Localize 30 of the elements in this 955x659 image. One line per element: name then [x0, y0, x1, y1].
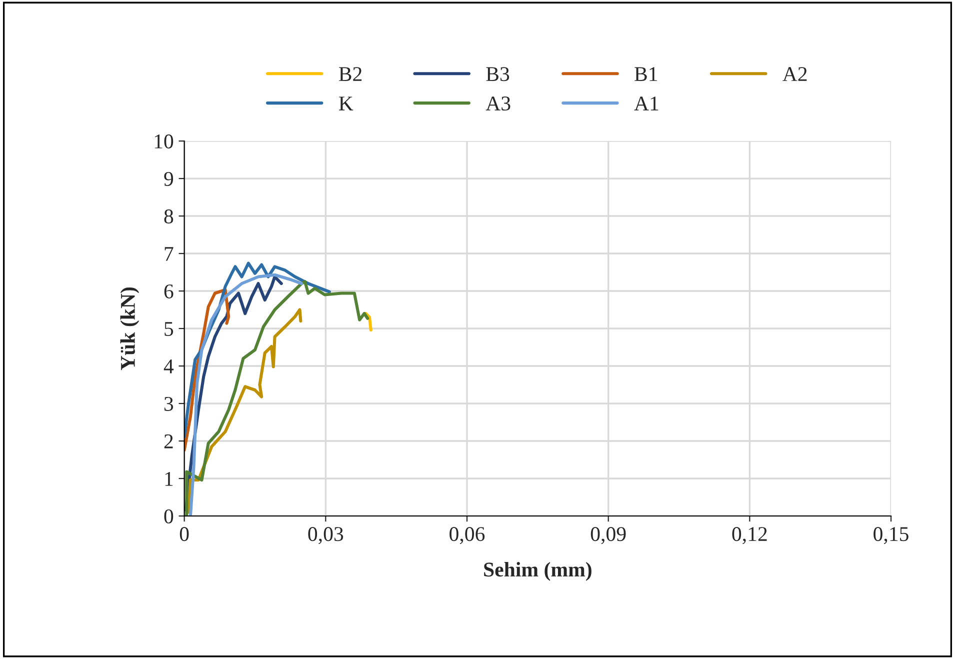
- line-series: [187, 308, 302, 514]
- y-tick-label: 10: [154, 134, 174, 148]
- x-tick-label: 0,06: [450, 527, 485, 544]
- line-series: [184, 288, 230, 452]
- y-tick-label: 4: [164, 360, 174, 374]
- legend-label: B1: [634, 67, 658, 81]
- y-tick-label: 2: [164, 434, 173, 448]
- x-tick-label: 0: [180, 527, 189, 542]
- y-tick-label: 0: [164, 509, 174, 524]
- x-axis-title: Sehim (mm): [484, 562, 592, 581]
- x-tick-label: 0,12: [732, 527, 767, 544]
- y-tick-label: 6: [164, 284, 174, 298]
- y-axis-title: Yük (kN): [120, 287, 140, 370]
- legend-label: B2: [338, 67, 362, 81]
- line-series: [188, 273, 304, 516]
- legend-label: B3: [486, 67, 510, 82]
- legend-label: A2: [782, 67, 807, 81]
- x-tick-label: 0,03: [308, 527, 344, 544]
- legend-label: A1: [634, 96, 658, 110]
- y-tick-label: 9: [164, 172, 174, 186]
- y-tick-label: 5: [164, 322, 174, 336]
- y-tick-label: 7: [164, 247, 174, 261]
- legend-label: A3: [486, 96, 510, 111]
- y-tick-label: 1: [165, 472, 173, 486]
- y-tick-label: 3: [164, 396, 174, 411]
- legend-label: K: [338, 96, 354, 110]
- line-series: [185, 280, 370, 516]
- y-tick-label: 8: [164, 209, 174, 224]
- x-tick-label: 0,09: [590, 527, 626, 544]
- x-tick-label: 0,15: [874, 527, 908, 544]
